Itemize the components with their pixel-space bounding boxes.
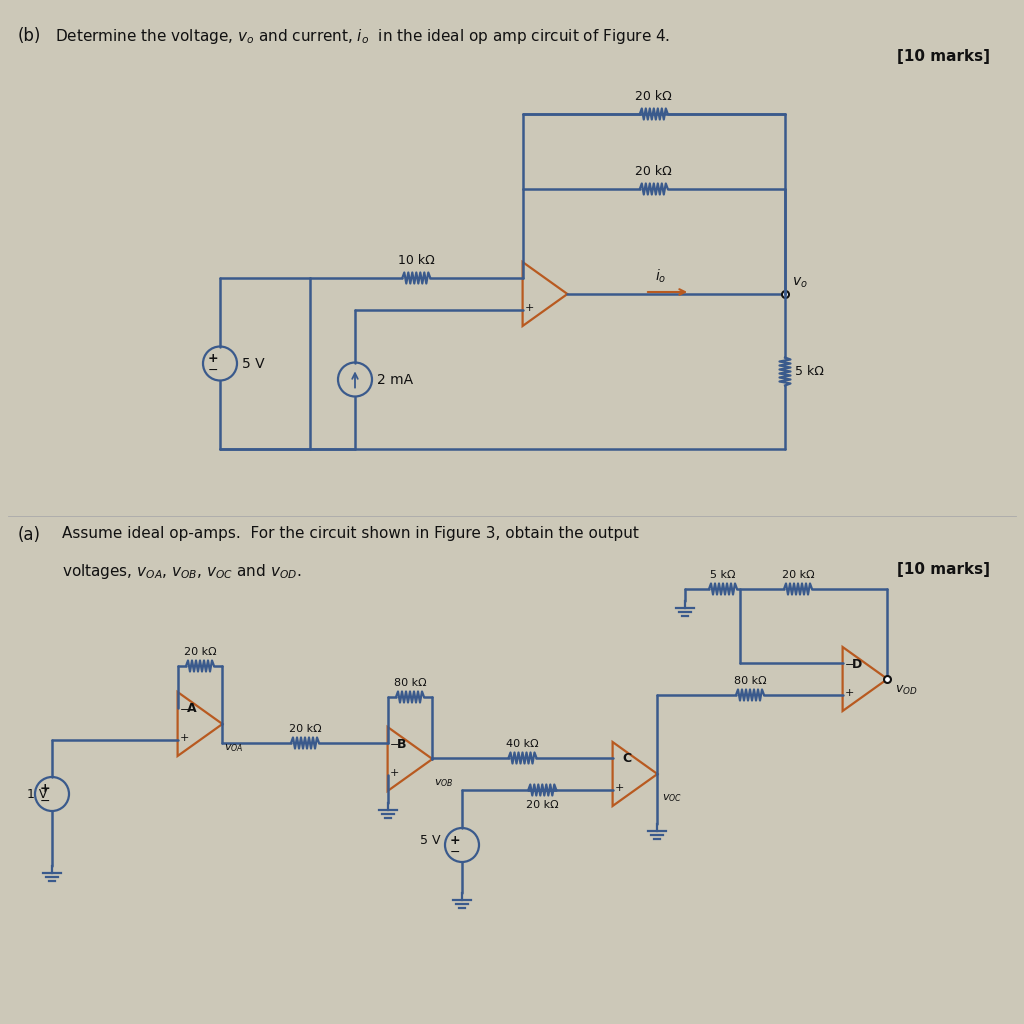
Text: 1 V: 1 V bbox=[27, 787, 47, 801]
Text: 5 V: 5 V bbox=[242, 356, 264, 371]
Text: (a): (a) bbox=[18, 526, 41, 544]
Text: 80 kΩ: 80 kΩ bbox=[393, 678, 426, 688]
Text: $v_o$: $v_o$ bbox=[792, 275, 808, 290]
Text: 80 kΩ: 80 kΩ bbox=[733, 676, 766, 686]
Text: (b): (b) bbox=[18, 27, 41, 45]
Text: $i_o$: $i_o$ bbox=[655, 268, 667, 286]
Text: C: C bbox=[623, 753, 632, 766]
Text: 20 kΩ: 20 kΩ bbox=[183, 647, 216, 657]
Text: −: − bbox=[845, 659, 854, 670]
Text: D: D bbox=[852, 657, 862, 671]
Text: +: + bbox=[40, 782, 50, 796]
Text: 20 kΩ: 20 kΩ bbox=[526, 800, 559, 810]
Text: +: + bbox=[180, 733, 189, 743]
Text: −: − bbox=[40, 795, 50, 808]
Text: 20 kΩ: 20 kΩ bbox=[289, 724, 322, 734]
Text: voltages, $v_{OA}$, $v_{OB}$, $v_{OC}$ and $v_{OD}$.: voltages, $v_{OA}$, $v_{OB}$, $v_{OC}$ a… bbox=[62, 562, 301, 581]
Text: −: − bbox=[180, 705, 189, 715]
Text: 20 kΩ: 20 kΩ bbox=[636, 165, 672, 178]
Text: 20 kΩ: 20 kΩ bbox=[781, 570, 814, 580]
Text: +: + bbox=[615, 783, 625, 794]
Text: 20 kΩ: 20 kΩ bbox=[636, 90, 672, 103]
Text: $v_{OD}$: $v_{OD}$ bbox=[895, 684, 918, 697]
Text: −: − bbox=[390, 739, 399, 750]
Text: −: − bbox=[208, 364, 218, 377]
Text: 5 kΩ: 5 kΩ bbox=[711, 570, 736, 580]
Text: [10 marks]: [10 marks] bbox=[897, 49, 990, 63]
Text: +: + bbox=[845, 688, 854, 698]
Text: 2 mA: 2 mA bbox=[377, 373, 413, 386]
Text: 5 V: 5 V bbox=[420, 834, 440, 847]
Text: $v_{OA}$: $v_{OA}$ bbox=[224, 742, 244, 754]
Text: 10 kΩ: 10 kΩ bbox=[398, 254, 434, 267]
Text: [10 marks]: [10 marks] bbox=[897, 562, 990, 577]
Text: 40 kΩ: 40 kΩ bbox=[506, 739, 539, 749]
Text: A: A bbox=[187, 702, 197, 716]
Text: $v_{OB}$: $v_{OB}$ bbox=[434, 777, 454, 788]
Text: Determine the voltage, $v_o$ and current, $i_o$  in the ideal op amp circuit of : Determine the voltage, $v_o$ and current… bbox=[55, 27, 670, 46]
Text: +: + bbox=[390, 768, 399, 778]
Text: +: + bbox=[208, 352, 218, 365]
Text: +: + bbox=[525, 303, 535, 313]
Text: −: − bbox=[450, 846, 460, 858]
Text: B: B bbox=[397, 737, 407, 751]
Text: +: + bbox=[450, 834, 461, 847]
Text: Assume ideal op-amps.  For the circuit shown in Figure 3, obtain the output: Assume ideal op-amps. For the circuit sh… bbox=[62, 526, 639, 541]
Text: $v_{OC}$: $v_{OC}$ bbox=[663, 792, 683, 804]
Text: 5 kΩ: 5 kΩ bbox=[795, 365, 824, 378]
